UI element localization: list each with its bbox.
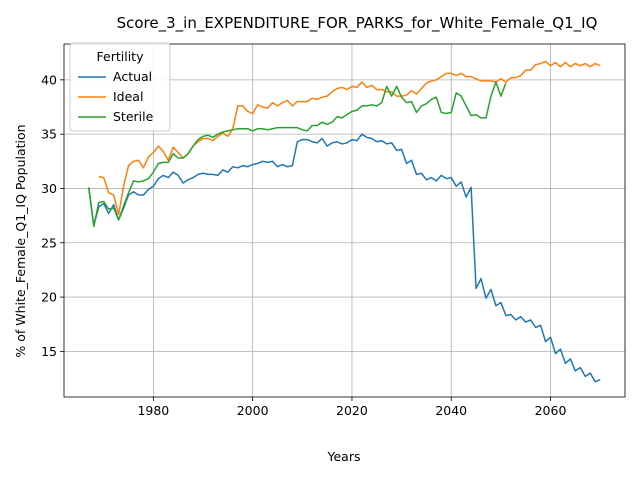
legend: Fertility Actual Ideal Sterile — [69, 42, 171, 132]
series-line-actual — [88, 133, 601, 383]
series-line-ideal — [98, 60, 601, 216]
x-axis-label: Years — [327, 449, 361, 464]
series-lines — [88, 60, 601, 383]
y-tick-label: 40 — [41, 72, 57, 87]
x-tick-label: 2040 — [435, 403, 467, 418]
y-axis-ticks: 15 20 25 30 35 40 — [41, 72, 64, 359]
chart-title: Score_3_in_EXPENDITURE_FOR_PARKS_for_Whi… — [117, 14, 598, 33]
y-tick-label: 35 — [41, 127, 57, 142]
y-tick-label: 30 — [41, 181, 57, 196]
x-tick-label: 2000 — [237, 403, 269, 418]
legend-label-actual: Actual — [113, 69, 152, 84]
y-tick-label: 15 — [41, 344, 57, 359]
legend-label-sterile: Sterile — [113, 109, 154, 124]
x-tick-label: 1980 — [137, 403, 169, 418]
plot-frame — [63, 43, 626, 398]
legend-box — [69, 42, 171, 132]
y-axis-label: % of White_Female_Q1_IQ Population — [13, 124, 28, 357]
x-tick-label: 2020 — [336, 403, 368, 418]
legend-label-ideal: Ideal — [113, 89, 143, 104]
y-tick-label: 20 — [41, 290, 57, 305]
legend-title: Fertility — [97, 49, 145, 64]
y-tick-label: 25 — [41, 235, 57, 250]
x-tick-label: 2060 — [535, 403, 567, 418]
series-line-sterile — [88, 81, 507, 228]
x-axis-ticks: 1980 2000 2020 2040 2060 — [137, 397, 566, 418]
grid — [64, 44, 625, 397]
